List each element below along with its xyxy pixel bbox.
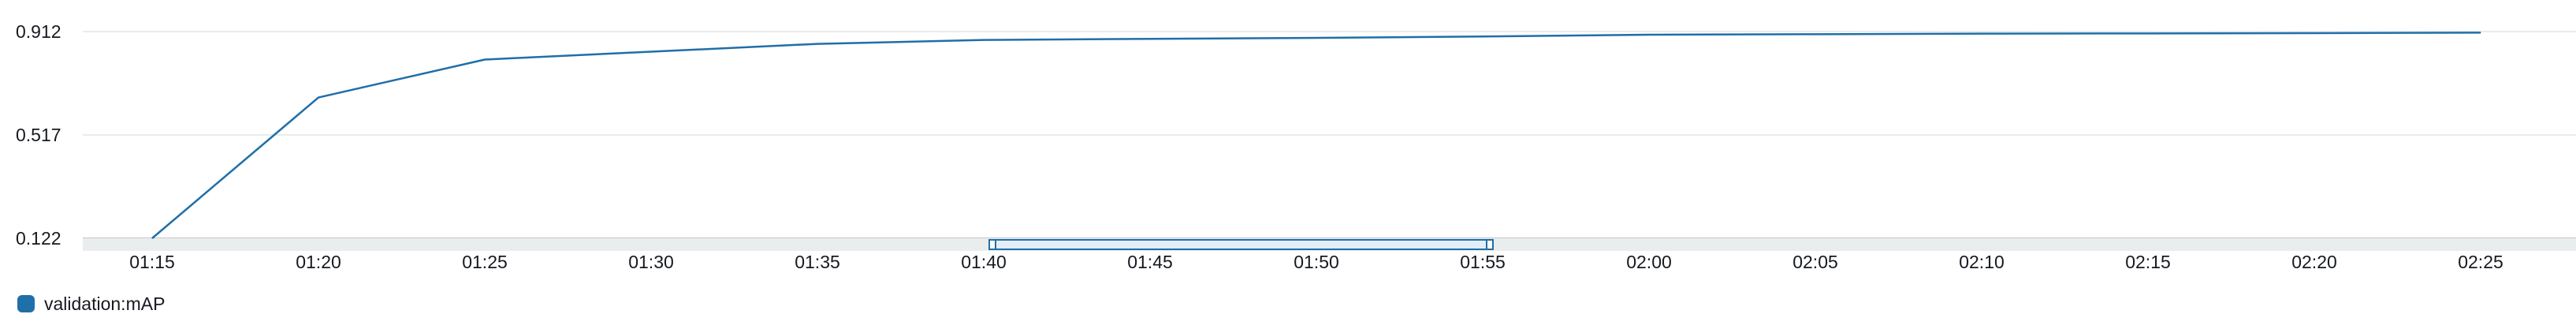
x-tick-label: 01:50 [1294,252,1339,272]
data-point [1815,33,1816,35]
chart-legend: validation:mAP [17,292,165,316]
x-tick-label: 02:15 [2125,252,2171,272]
x-tick-label: 02:10 [1959,252,2005,272]
x-tick-label: 01:20 [296,252,341,272]
x-tick-label: 01:35 [795,252,840,272]
data-point [318,97,319,99]
x-tick-label: 01:30 [628,252,674,272]
x-tick-label: 02:00 [1626,252,1672,272]
range-brush[interactable] [991,239,1491,250]
y-tick-label: 0.912 [16,21,61,42]
legend-label: validation:mAP [44,293,166,314]
x-tick-label: 02:20 [2291,252,2337,272]
data-point [484,58,486,60]
brush-handle-right[interactable] [1486,239,1494,250]
x-tick-label: 02:05 [1792,252,1838,272]
brush-handle-left[interactable] [988,239,996,250]
y-tick-label: 0.517 [16,125,61,145]
legend-swatch [17,295,35,312]
x-tick-label: 02:25 [2458,252,2503,272]
x-tick-label: 01:40 [961,252,1007,272]
data-point [1316,37,1317,39]
data-point [2314,32,2315,34]
data-point [983,39,985,41]
x-tick-label: 01:45 [1127,252,1173,272]
data-point [1648,34,1650,36]
data-point [650,51,652,53]
x-tick-label: 01:55 [1460,252,1506,272]
data-point [151,237,153,239]
x-tick-label: 01:15 [129,252,175,272]
y-tick-label: 0.122 [16,228,61,249]
data-point [2147,32,2149,34]
x-tick-label: 01:25 [462,252,508,272]
data-point [817,43,818,45]
